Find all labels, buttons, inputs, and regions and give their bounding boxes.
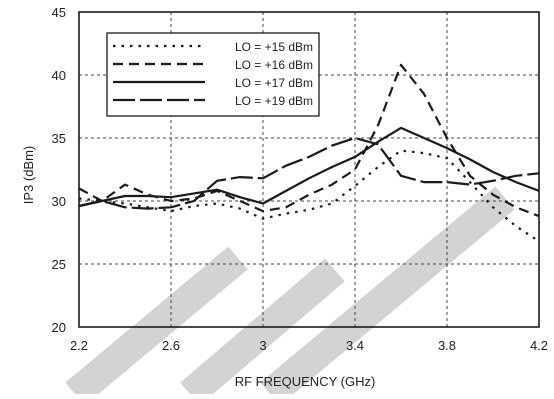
series-line-3 bbox=[78, 126, 540, 208]
y-tick-label: 45 bbox=[52, 5, 66, 20]
legend-label: LO = +15 dBm bbox=[235, 40, 313, 54]
legend-label: LO = +17 dBm bbox=[235, 76, 313, 90]
watermark-stroke bbox=[65, 246, 248, 399]
y-tick-label: 30 bbox=[52, 194, 66, 209]
series-line-1 bbox=[78, 149, 540, 243]
watermark-stroke bbox=[180, 258, 345, 399]
x-tick-label: 3 bbox=[259, 338, 266, 353]
legend-box bbox=[106, 32, 320, 117]
y-tick-label: 25 bbox=[52, 257, 66, 272]
x-tick-label: 4.2 bbox=[530, 338, 548, 353]
watermark bbox=[65, 186, 515, 399]
y-tick-label: 35 bbox=[52, 131, 66, 146]
x-tick-label: 2.2 bbox=[70, 338, 88, 353]
y-tick-label: 20 bbox=[52, 320, 66, 335]
series-layer bbox=[78, 63, 540, 243]
legend-label: LO = +19 dBm bbox=[235, 94, 313, 108]
y-tick-label: 40 bbox=[52, 68, 66, 83]
x-axis-label: RF FREQUENCY (GHz) bbox=[235, 374, 376, 389]
x-tick-label: 3.8 bbox=[438, 338, 456, 353]
legend-items: LO = +15 dBm LO = +16 dBm LO = +17 dBm LO =… bbox=[113, 40, 313, 108]
x-tick-label: 3.4 bbox=[346, 338, 364, 353]
watermark-stroke bbox=[260, 186, 515, 399]
x-tick-labels: 2.2 2.6 3 3.4 3.8 4.2 bbox=[70, 338, 548, 353]
y-tick-labels: 20 25 30 35 40 45 bbox=[52, 5, 66, 335]
series-line-4 bbox=[78, 136, 540, 210]
y-axis-label: IP3 (dBm) bbox=[21, 146, 36, 205]
x-tick-label: 2.6 bbox=[162, 338, 180, 353]
legend-label: LO = +16 dBm bbox=[235, 58, 313, 72]
plot-frame bbox=[78, 11, 540, 328]
legend: LO = +15 dBm LO = +16 dBm LO = +17 dBm LO =… bbox=[106, 32, 320, 117]
